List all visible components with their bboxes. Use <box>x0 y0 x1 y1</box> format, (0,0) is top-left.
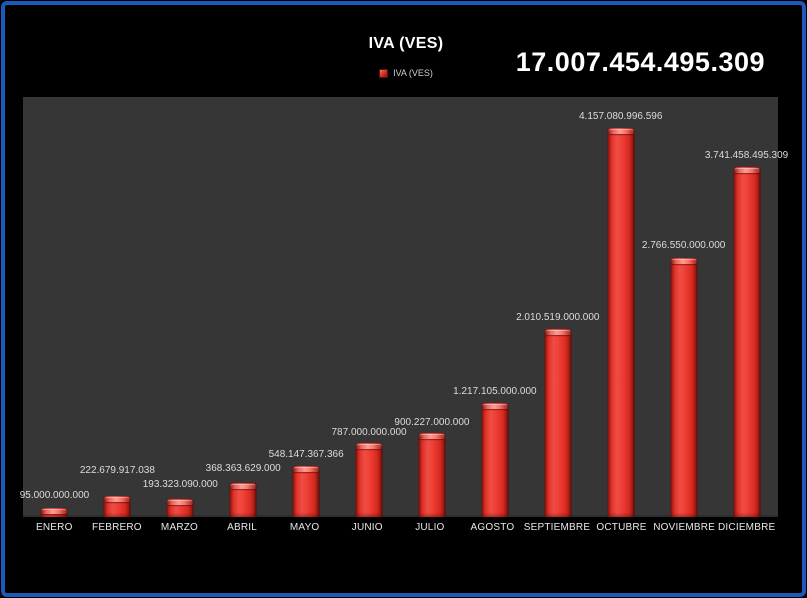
bar-group: 900.227.000.000 <box>394 97 469 517</box>
legend: IVA (VES) <box>23 68 789 78</box>
x-axis-labels: ENERO FEBRERO MARZO ABRIL MAYO JUNIO JULIO AGOS… <box>23 522 778 533</box>
value-label: 4.157.080.996.596 <box>578 111 663 122</box>
x-axis-label: ABRIL <box>227 522 258 533</box>
total-value: 17.007.454.495.309 <box>515 47 765 77</box>
x-axis-label: FEBRERO <box>92 522 142 533</box>
bar-junio <box>355 443 383 517</box>
x-axis-label: DICIEMBRE <box>718 522 776 533</box>
x-axis-label: MARZO <box>160 522 199 533</box>
bar-octubre <box>607 128 635 517</box>
bar-group: 548.147.367.366 <box>269 97 344 517</box>
value-label: 222.679.917.038 <box>79 465 155 476</box>
bar-group: 787.000.000.000 <box>331 97 407 517</box>
bar-septiembre <box>544 329 572 517</box>
x-axis-label: JUNIO <box>351 522 383 533</box>
legend-label: IVA (VES) <box>393 68 433 78</box>
bar-group: 4.157.080.996.596 <box>579 97 662 517</box>
value-label: 900.227.000.000 <box>394 417 470 428</box>
plot-area: 95.000.000.000 222.679.917.038 193.323.090… <box>20 97 788 517</box>
value-label: 3.741.458.495.309 <box>704 150 789 161</box>
x-axis-label: SEPTIEMBRE <box>523 522 591 533</box>
value-label: 193.323.090.000 <box>142 479 218 490</box>
value-label: 548.147.367.366 <box>268 449 344 460</box>
bar-diciembre <box>733 167 761 517</box>
bar-febrero <box>103 496 131 517</box>
value-label: 368.363.629.000 <box>205 463 281 474</box>
x-axis-label: AGOSTO <box>470 522 515 533</box>
bar-group: 222.679.917.038 <box>80 97 155 517</box>
bar-group: 2.010.519.000.000 <box>516 97 599 517</box>
bar-noviembre <box>670 258 698 517</box>
bar-abril <box>229 483 257 517</box>
x-axis-label: ENERO <box>36 522 73 533</box>
value-label: 2.766.550.000.000 <box>641 240 726 251</box>
x-axis-label: OCTUBRE <box>596 522 647 533</box>
x-axis-label: NOVIEMBRE <box>653 522 716 533</box>
bar-group: 95.000.000.000 <box>20 97 89 517</box>
bar-marzo <box>166 499 194 517</box>
value-label: 1.217.105.000.000 <box>453 386 537 397</box>
value-label: 2.010.519.000.000 <box>516 312 600 323</box>
bar-julio <box>418 433 446 517</box>
x-axis-label: MAYO <box>289 522 320 533</box>
bar-mayo <box>292 466 320 517</box>
bar-group: 2.766.550.000.000 <box>642 97 725 517</box>
chart-title: IVA (VES) <box>368 35 444 52</box>
bar-group: 3.741.458.495.309 <box>705 97 788 517</box>
bar-enero <box>40 508 68 517</box>
legend-marker-icon <box>379 68 389 78</box>
bar-group: 368.363.629.000 <box>206 97 281 517</box>
value-label: 787.000.000.000 <box>331 427 407 438</box>
bar-group: 193.323.090.000 <box>143 97 218 517</box>
bar-group: 1.217.105.000.000 <box>453 97 537 517</box>
value-label: 95.000.000.000 <box>19 490 90 501</box>
x-axis-label: JULIO <box>415 522 445 533</box>
bar-agosto <box>481 403 509 517</box>
